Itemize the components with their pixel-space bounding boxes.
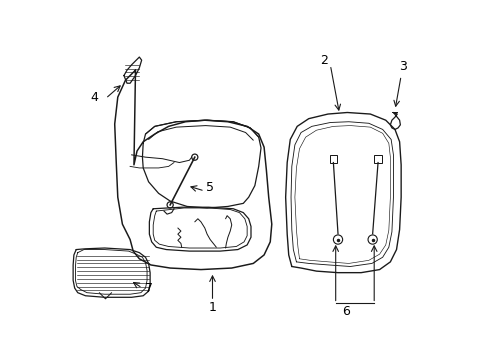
Bar <box>329 155 337 163</box>
Text: 1: 1 <box>208 301 216 314</box>
Bar <box>373 155 381 163</box>
Text: 7: 7 <box>144 282 152 294</box>
Text: 2: 2 <box>320 54 327 67</box>
Text: 6: 6 <box>341 305 349 318</box>
Text: 5: 5 <box>206 181 214 194</box>
Text: 4: 4 <box>91 91 99 104</box>
Text: 3: 3 <box>399 60 407 73</box>
